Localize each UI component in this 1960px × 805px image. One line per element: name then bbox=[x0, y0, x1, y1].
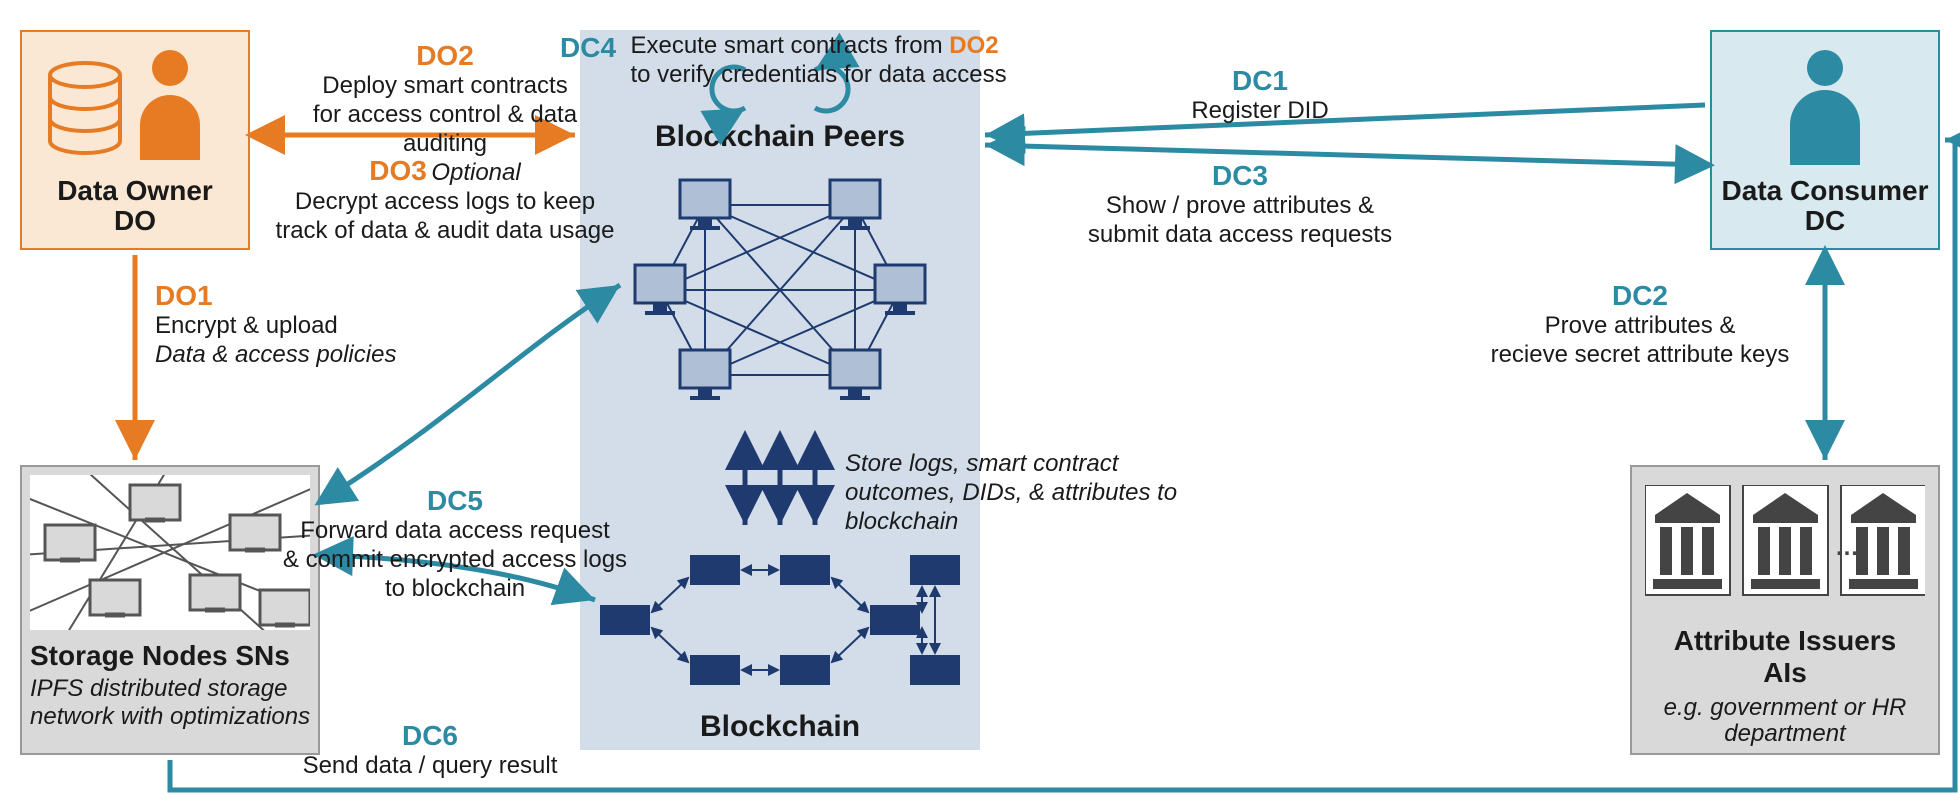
dc1-label: DC1 Register DID bbox=[1060, 65, 1460, 126]
attribute-issuers-illustration: … bbox=[1645, 485, 1925, 615]
blockchain-label: Blockchain bbox=[580, 710, 980, 744]
data-owner-title: Data Owner bbox=[20, 175, 250, 207]
attribute-issuers-sub: e.g. government or HR department bbox=[1630, 695, 1940, 748]
data-owner-icon bbox=[40, 40, 230, 170]
storage-nodes-sub: IPFS distributed storage network with op… bbox=[20, 675, 320, 730]
blockchain-chain-icon bbox=[600, 540, 960, 700]
store-logs-text: Store logs, smart contract outcomes, DID… bbox=[845, 450, 1215, 536]
dc2-label: DC2 Prove attributes & recieve secret at… bbox=[1470, 280, 1810, 370]
dc4-label: DC4 Execute smart contracts from DO2 to … bbox=[560, 32, 1100, 90]
data-owner-code: DO bbox=[20, 205, 250, 237]
do1-label: DO1 Encrypt & upload Data & access polic… bbox=[155, 280, 415, 370]
peers-network-icon bbox=[625, 165, 935, 415]
attribute-issuers-title: Attribute IssuersAIs bbox=[1630, 625, 1940, 689]
do3-label: DO3 Optional Decrypt access logs to keep… bbox=[260, 155, 630, 245]
data-consumer-code: DC bbox=[1710, 205, 1940, 237]
blockchain-peers-label: Blockchain Peers bbox=[580, 120, 980, 154]
dc5-label: DC5 Forward data access request & commit… bbox=[280, 485, 630, 603]
storage-nodes-illustration bbox=[30, 475, 310, 630]
dc3-label: DC3 Show / prove attributes & submit dat… bbox=[1030, 160, 1450, 250]
dc6-label: DC6 Send data / query result bbox=[280, 720, 580, 781]
data-consumer-title: Data Consumer bbox=[1710, 175, 1940, 207]
svg-text:…: … bbox=[1835, 534, 1859, 561]
data-consumer-icon bbox=[1760, 40, 1890, 170]
storage-nodes-title: Storage Nodes SNs bbox=[20, 640, 320, 672]
